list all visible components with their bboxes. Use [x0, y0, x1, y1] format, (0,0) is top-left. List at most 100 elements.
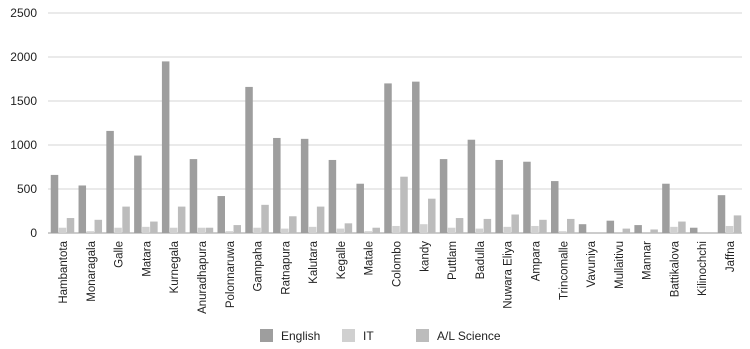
- x-tick-label-mannar: Mannar: [642, 241, 654, 280]
- bar-it-kalutara: [308, 226, 317, 233]
- bar-english-nuwara-eliya: [495, 159, 503, 233]
- x-tick-label-colombo: Colombo: [392, 241, 404, 287]
- bar-a-l-science-galle: [122, 206, 130, 233]
- x-tick-label-galle: Galle: [114, 241, 126, 268]
- x-tick-label-battikalova: Battikalova: [669, 240, 681, 297]
- x-tick-label-puttlam: Puttlam: [447, 241, 459, 280]
- bar-a-l-science-polonnaruwa: [233, 225, 241, 233]
- bar-a-l-science-kegalle: [344, 223, 353, 233]
- bar-english-ampara: [523, 161, 531, 233]
- bar-it-kegalle: [336, 228, 345, 233]
- bar-a-l-science-trincomalle: [567, 218, 575, 233]
- legend: English IT A/L Science: [260, 329, 501, 343]
- bars: [50, 61, 742, 234]
- bar-a-l-science-nuwara-eliya: [511, 214, 519, 233]
- y-tick-label: 0: [30, 226, 37, 240]
- y-tick-label: 2000: [10, 50, 37, 64]
- bar-a-l-science-mullaitivu: [622, 228, 631, 233]
- bar-a-l-science-hambantota: [66, 218, 75, 233]
- x-tick-label-kandy: kandy: [419, 241, 431, 272]
- bar-it-polonnaruwa: [225, 231, 233, 233]
- y-tick-label: 2500: [10, 6, 37, 20]
- bar-english-puttlam: [439, 159, 448, 233]
- bar-english-galle: [106, 130, 114, 233]
- bar-a-l-science-matara: [150, 221, 158, 233]
- x-tick-label-jaffna: Jaffna: [725, 240, 737, 272]
- bar-english-vavuniya: [578, 224, 587, 233]
- bar-it-badulla: [475, 228, 484, 233]
- bar-english-mullaitivu: [606, 220, 615, 233]
- x-tick-label-vavuniya: Vavuniya: [586, 240, 598, 287]
- x-tick-label-monaragala: Monaragala: [86, 240, 98, 301]
- y-tick-label: 1500: [10, 94, 37, 108]
- x-tick-label-badulla: Badulla: [475, 240, 487, 279]
- bar-english-battikalova: [662, 183, 670, 233]
- bar-english-monaragala: [78, 185, 87, 233]
- bar-it-matale: [364, 231, 372, 233]
- bar-english-trincomalle: [551, 181, 559, 233]
- legend-swatch-english: [260, 329, 273, 342]
- bar-a-l-science-kalutara: [316, 206, 325, 233]
- bar-a-l-science-colombo: [400, 176, 408, 233]
- x-tick-label-matale: Matale: [364, 241, 376, 276]
- x-tick-label-polonnaruwa: Polonnaruwa: [225, 240, 237, 308]
- x-tick-label-gampaha: Gampaha: [253, 240, 265, 291]
- bar-it-monaragala: [86, 231, 95, 233]
- y-axis-ticks: 0 500 1000 1500 2000 2500: [10, 6, 37, 240]
- bar-english-ratnapura: [273, 137, 281, 233]
- bar-a-l-science-ampara: [539, 219, 547, 233]
- x-axis-ticks: Hambantota Monaragala Galle Matara Kurnegala…: [58, 240, 737, 314]
- bar-english-badulla: [467, 139, 476, 233]
- x-tick-label-mullaitivu: Mullaitivu: [614, 241, 626, 289]
- legend-swatch-a-l-science: [416, 329, 429, 342]
- bar-english-jaffna: [717, 195, 726, 233]
- bar-english-kegalle: [328, 159, 337, 233]
- x-tick-label-kilinochchi: Kilinochchi: [697, 241, 709, 296]
- bar-it-jaffna: [725, 225, 734, 233]
- bar-english-kurnegala: [161, 61, 170, 234]
- bar-english-hambantota: [50, 174, 59, 233]
- bar-it-nuwara-eliya: [503, 226, 511, 233]
- bar-it-puttlam: [447, 227, 456, 233]
- x-tick-label-matara: Matara: [141, 240, 153, 276]
- bar-it-gampaha: [253, 227, 261, 233]
- x-tick-label-ampara: Ampara: [530, 240, 542, 281]
- bar-english-matale: [356, 183, 364, 233]
- bar-a-l-science-mannar: [650, 229, 658, 233]
- x-tick-label-kalutara: Kalutara: [308, 240, 320, 283]
- bar-english-polonnaruwa: [217, 196, 225, 233]
- legend-label-english: English: [281, 329, 320, 343]
- legend-label-a-l-science: A/L Science: [437, 329, 501, 343]
- bar-english-kalutara: [300, 138, 309, 233]
- x-tick-label-anuradhapura: Anuradhapura: [197, 240, 209, 313]
- bar-it-trincomalle: [559, 231, 567, 233]
- bar-english-matara: [134, 155, 142, 233]
- bar-it-anuradhapura: [197, 227, 206, 233]
- bar-a-l-science-monaragala: [94, 219, 103, 233]
- bar-a-l-science-badulla: [483, 218, 492, 233]
- x-tick-label-kegalle: Kegalle: [336, 241, 348, 279]
- bar-english-kilinochchi: [689, 227, 698, 233]
- bar-it-ratnapura: [281, 228, 289, 233]
- bar-a-l-science-kandy: [428, 198, 436, 233]
- x-tick-label-nuwara-eliya: Nuwara Eliya: [503, 240, 515, 308]
- bar-a-l-science-ratnapura: [289, 216, 297, 233]
- y-tick-label: 1000: [10, 138, 37, 152]
- bar-it-ampara: [531, 225, 539, 233]
- legend-swatch-it: [342, 329, 355, 342]
- bar-a-l-science-puttlam: [455, 218, 464, 233]
- gridlines: [48, 12, 742, 234]
- x-tick-label-trincomalle: Trincomalle: [558, 241, 570, 300]
- bar-a-l-science-gampaha: [261, 204, 269, 233]
- y-tick-label: 500: [17, 182, 37, 196]
- bar-a-l-science-anuradhapura: [205, 227, 214, 233]
- bar-it-battikalova: [670, 226, 678, 233]
- bar-it-kandy: [420, 224, 428, 233]
- bar-english-kandy: [412, 81, 420, 233]
- bar-it-galle: [114, 227, 122, 233]
- bar-english-anuradhapura: [189, 159, 198, 233]
- bar-english-gampaha: [245, 86, 253, 233]
- bar-a-l-science-battikalova: [678, 221, 686, 233]
- x-tick-label-ratnapura: Ratnapura: [280, 240, 292, 294]
